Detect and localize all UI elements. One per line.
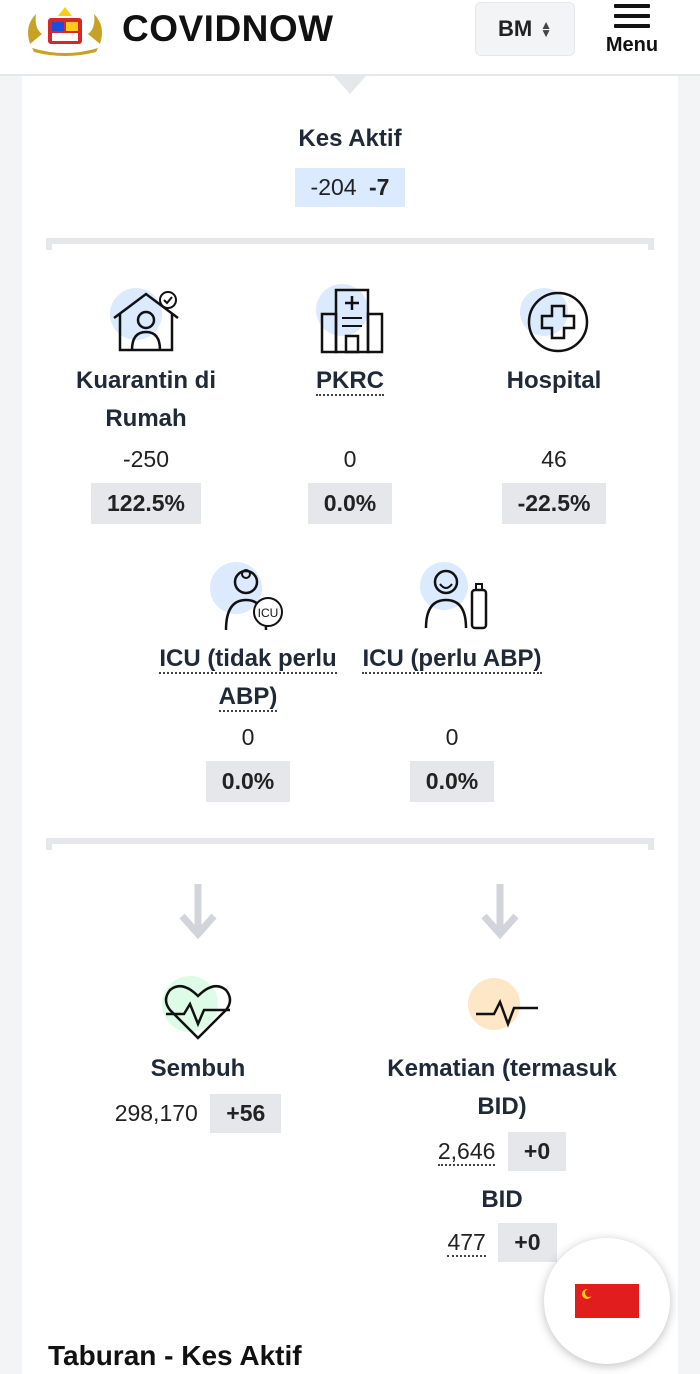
flag-icon <box>575 1284 639 1318</box>
language-select[interactable]: BM ▲ ▼ <box>475 2 575 56</box>
recovered-value: 298,170 <box>114 1100 198 1126</box>
icu-ventilator-card: ICU (perlu ABP) 0 0.0% <box>352 640 552 802</box>
icu-ventilator-value: 0 <box>445 724 459 750</box>
icu-no-ventilator-label-line2[interactable]: ABP) <box>218 683 278 712</box>
deaths-label-line2: BID) <box>477 1093 527 1120</box>
home-quarantine-percent: 122.5% <box>90 483 201 524</box>
language-flag-button[interactable] <box>544 1238 670 1364</box>
icu-no-ventilator-value: 0 <box>241 724 255 750</box>
recovered-label: Sembuh <box>150 1055 246 1082</box>
coat-of-arms-logo[interactable] <box>22 4 108 58</box>
page-margin-right <box>678 76 700 1374</box>
deaths-label-line1: Kematian (termasuk <box>387 1055 617 1082</box>
recovered-card: Sembuh 298,170 +56 <box>98 1050 298 1133</box>
sort-arrows-icon: ▲ ▼ <box>540 18 553 40</box>
pkrc-card: PKRC 0 0.0% <box>250 362 450 524</box>
medical-cross-icon <box>518 286 594 361</box>
hospital-label: Hospital <box>506 367 602 394</box>
heart-pulse-icon <box>160 974 236 1049</box>
menu-button[interactable]: Menu <box>594 4 670 68</box>
hamburger-icon <box>614 4 650 28</box>
flow-notch <box>334 76 366 94</box>
icu-ventilator-percent: 0.0% <box>409 761 495 802</box>
section-divider <box>46 238 654 250</box>
home-quarantine-icon <box>108 286 184 361</box>
menu-label: Menu <box>605 34 659 56</box>
arrow-down-icon <box>178 884 218 940</box>
active-cases-title: Kes Aktif <box>298 125 402 152</box>
distribution-section-title: Taburan - Kes Aktif <box>48 1340 302 1371</box>
arrow-down-icon <box>480 884 520 940</box>
active-cases-badge: -204 -7 <box>294 168 406 207</box>
icu-no-ventilator-label-line1[interactable]: ICU (tidak perlu <box>159 645 337 674</box>
doctor-icu-icon: ICU <box>210 560 286 637</box>
deaths-value[interactable]: 2,646 <box>437 1138 496 1166</box>
icu-no-ventilator-percent: 0.0% <box>205 761 291 802</box>
section-divider-2 <box>46 838 654 850</box>
hospital-value: 46 <box>541 446 567 472</box>
bid-label: BID <box>481 1186 523 1213</box>
icu-no-ventilator-card: ICU (tidak perlu ABP) 0 0.0% <box>148 640 348 802</box>
recovered-delta: +56 <box>210 1094 282 1133</box>
pulse-line-icon <box>468 976 540 1045</box>
deaths-card: Kematian (termasuk BID) 2,646 +0 BID 477… <box>352 1050 652 1262</box>
deaths-delta: +0 <box>507 1132 567 1171</box>
pkrc-value: 0 <box>343 446 357 472</box>
app-title[interactable]: COVIDNOW <box>122 8 334 49</box>
hospital-percent: -22.5% <box>501 483 607 524</box>
pkrc-label[interactable]: PKRC <box>315 367 384 396</box>
hospital-building-icon <box>314 284 390 363</box>
page-margin-left <box>0 76 22 1374</box>
home-quarantine-value: -250 <box>122 446 170 472</box>
language-value: BM <box>497 16 533 41</box>
bid-delta: +0 <box>498 1223 557 1262</box>
active-cases-value: -204 <box>310 174 357 200</box>
top-bar: COVIDNOW BM ▲ ▼ Menu <box>0 0 700 76</box>
home-quarantine-card: Kuarantin di Rumah -250 122.5% <box>46 362 246 524</box>
hospital-card: Hospital 46 -22.5% <box>454 362 654 524</box>
active-cases-delta: -7 <box>368 174 390 200</box>
active-cases-block: Kes Aktif -204 -7 <box>250 120 450 207</box>
patient-ventilator-icon <box>418 560 494 637</box>
svg-text:ICU: ICU <box>258 606 279 620</box>
home-quarantine-label: Kuarantin di Rumah <box>75 367 216 432</box>
icu-ventilator-label[interactable]: ICU (perlu ABP) <box>362 645 542 674</box>
pkrc-percent: 0.0% <box>307 483 393 524</box>
bid-value[interactable]: 477 <box>447 1229 486 1257</box>
